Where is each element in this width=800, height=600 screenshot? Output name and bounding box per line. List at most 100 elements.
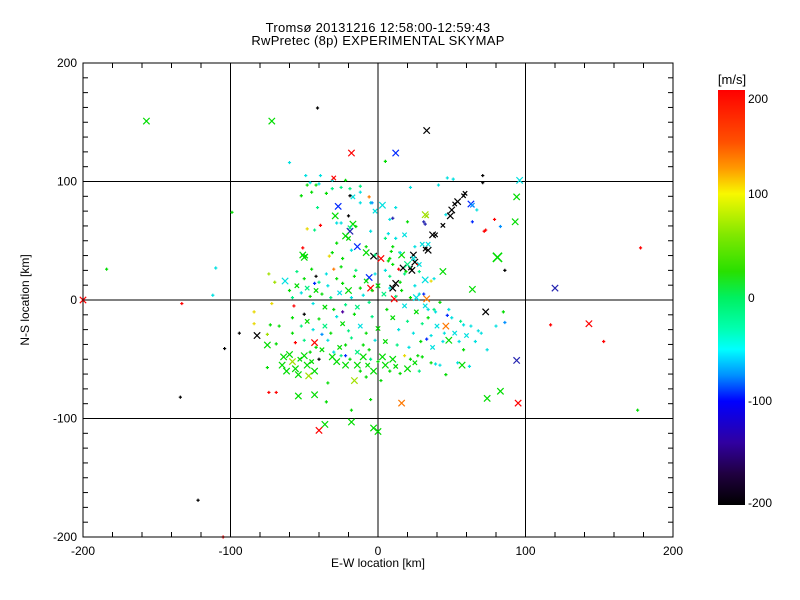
data-point (398, 280, 402, 284)
data-point (404, 269, 408, 274)
data-point (358, 184, 362, 188)
data-point (513, 356, 521, 365)
data-point (332, 307, 336, 312)
data-point (398, 371, 402, 376)
data-point (457, 339, 461, 344)
data-point (347, 418, 356, 426)
data-point (294, 371, 302, 379)
data-point (263, 341, 271, 349)
data-point (436, 183, 441, 187)
data-point (444, 213, 448, 217)
data-point (374, 427, 382, 436)
data-point (481, 181, 485, 185)
data-point (402, 272, 407, 276)
data-point (268, 323, 272, 327)
data-point (429, 333, 433, 338)
data-point (278, 361, 286, 369)
data-point (352, 312, 356, 316)
data-point (309, 358, 315, 365)
data-point (349, 296, 354, 300)
data-point (397, 399, 406, 407)
data-point (397, 267, 401, 271)
data-point (274, 390, 278, 395)
data-point (369, 252, 378, 260)
data-point (429, 279, 433, 283)
data-point (395, 343, 399, 347)
data-point (305, 372, 313, 380)
data-point (456, 361, 460, 365)
data-point (349, 336, 354, 340)
data-point (386, 259, 390, 263)
data-point (422, 292, 426, 296)
colorbar-unit-label: [m/s] (717, 72, 747, 87)
data-point (450, 316, 454, 320)
data-point (442, 331, 446, 335)
data-point (375, 325, 381, 332)
data-point (377, 254, 385, 263)
colorbar-tick-label: 100 (748, 186, 769, 201)
data-point (390, 315, 396, 321)
data-point (476, 329, 480, 333)
data-point (370, 288, 374, 293)
data-point (551, 284, 559, 292)
data-point (391, 262, 395, 267)
data-point (413, 309, 419, 315)
colorbar-gradient (718, 90, 745, 505)
data-point (253, 331, 261, 340)
data-point (383, 236, 387, 240)
data-point (479, 331, 483, 335)
data-point (341, 310, 345, 314)
data-point (303, 253, 309, 259)
data-point (470, 220, 474, 224)
data-point (324, 191, 328, 195)
data-point (314, 183, 318, 187)
data-point (329, 331, 333, 335)
data-point (274, 342, 278, 346)
data-point (388, 256, 392, 261)
data-point (413, 245, 417, 249)
data-point (432, 232, 439, 238)
data-point (467, 364, 472, 368)
data-point (361, 343, 365, 347)
data-point (369, 424, 378, 432)
data-point (498, 224, 503, 229)
data-point (638, 246, 643, 250)
data-point (295, 269, 299, 274)
data-point (293, 341, 297, 345)
data-point (354, 304, 360, 310)
data-point (314, 274, 318, 278)
data-point (299, 291, 303, 295)
data-point (337, 344, 343, 351)
data-point (401, 232, 408, 238)
data-point (311, 301, 315, 306)
data-point (326, 381, 330, 385)
data-point (482, 308, 490, 316)
data-point (282, 367, 291, 375)
data-point (392, 149, 400, 157)
data-point (330, 251, 334, 255)
data-point (416, 261, 422, 268)
data-point (423, 222, 427, 226)
data-point (386, 232, 390, 236)
data-point (425, 337, 429, 341)
data-point (291, 365, 300, 373)
data-point (314, 345, 318, 349)
data-point (458, 361, 466, 369)
data-point (399, 264, 407, 272)
data-point (461, 348, 466, 352)
data-point (381, 361, 389, 369)
y-tick-label: 100 (57, 175, 77, 189)
data-point (341, 281, 345, 286)
data-point (178, 395, 182, 399)
data-point (445, 313, 449, 318)
data-point (372, 208, 378, 214)
data-point (362, 248, 370, 257)
data-point (180, 301, 184, 306)
data-point (424, 246, 432, 254)
data-point (440, 222, 446, 228)
data-point (513, 193, 521, 201)
data-point (370, 314, 374, 319)
data-point (364, 375, 368, 379)
